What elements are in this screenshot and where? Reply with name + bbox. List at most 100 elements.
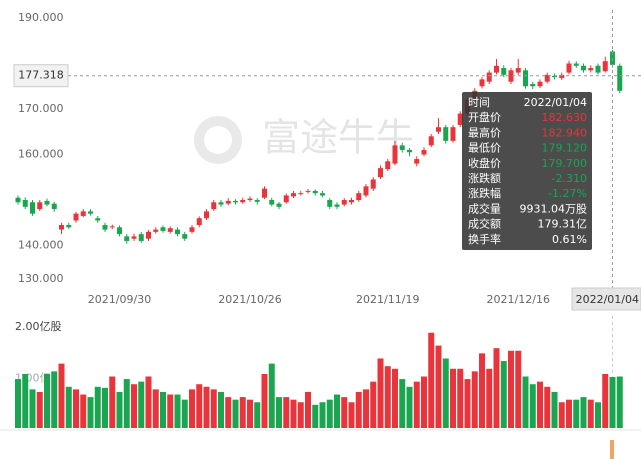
volume-bar — [247, 399, 253, 428]
x-tick-label: 2021/12/16 — [487, 293, 550, 306]
volume-bar — [167, 394, 174, 428]
volume-bar — [486, 368, 493, 428]
candle-body — [443, 127, 449, 141]
candle-body — [30, 202, 35, 214]
candle-body — [138, 234, 144, 241]
tooltip-label: 时间 — [468, 96, 490, 109]
volume-bar — [160, 391, 166, 428]
candle-body — [291, 193, 296, 197]
candle-body — [189, 227, 195, 232]
volume-bar — [529, 384, 536, 428]
volume-bar — [268, 363, 275, 428]
volume-bar — [65, 386, 72, 428]
volume-bar — [312, 404, 319, 428]
volume-bar — [218, 391, 224, 428]
volume-bar — [181, 399, 188, 428]
y-tick-label: 170.000 — [18, 102, 64, 115]
candle-body — [544, 74, 550, 82]
y-tick-label: 140.000 — [18, 239, 64, 252]
x-tick-label: 2021/11/19 — [356, 293, 419, 306]
candle-body — [225, 200, 231, 204]
candle-body — [530, 83, 536, 87]
candle-body — [581, 65, 586, 71]
tooltip-label: 最高价 — [468, 125, 501, 139]
candle-body — [73, 213, 79, 221]
volume-bar — [58, 363, 65, 428]
volume-bar — [479, 353, 485, 428]
candle-body — [305, 190, 311, 192]
candle-body — [146, 231, 151, 239]
volume-bar — [232, 399, 239, 428]
volume-bar — [239, 397, 246, 428]
candle-body — [175, 229, 180, 235]
volume-bar — [602, 373, 609, 428]
candle-body — [124, 236, 130, 241]
volume-bar — [435, 345, 442, 428]
candle-body — [479, 79, 485, 87]
volume-bar — [500, 361, 507, 428]
scroll-marker — [610, 440, 614, 459]
tooltip-box — [462, 92, 592, 250]
candle-body — [414, 159, 420, 164]
crosshair-label-box — [13, 64, 69, 88]
candle-body — [240, 200, 246, 203]
volume-bar — [587, 399, 594, 428]
candle-body — [349, 200, 354, 203]
candle-body — [617, 65, 623, 91]
volume-bar — [399, 379, 406, 428]
volume-bar — [334, 394, 340, 428]
candle-body — [117, 227, 122, 235]
candle-body — [51, 203, 57, 210]
candle-body — [262, 188, 267, 198]
volume-bar — [595, 402, 601, 428]
crosshair-label: 177.318 — [18, 69, 64, 82]
candle-body — [421, 149, 427, 155]
x-tick-label: 2021/10/26 — [218, 293, 281, 306]
candle-body — [334, 204, 340, 207]
volume-bar — [210, 389, 217, 428]
candle-body — [356, 193, 362, 200]
candle-body — [595, 65, 601, 73]
candle-body — [385, 161, 391, 170]
candle-body — [320, 193, 325, 196]
candle-body — [182, 234, 188, 239]
y-tick-label: 190.000 — [18, 11, 64, 24]
candle-body — [247, 198, 253, 200]
tooltip-value: 9931.04万股 — [520, 202, 588, 215]
tooltip-label: 收盘价 — [468, 156, 501, 170]
tooltip-label: 成交量 — [468, 201, 501, 215]
tooltip-value: 2022/01/04 — [524, 96, 587, 109]
x-tick-label: 2021/09/30 — [88, 293, 151, 306]
volume-bar — [406, 386, 413, 428]
candle-body — [37, 202, 43, 210]
volume-bar — [44, 373, 50, 428]
volume-bar — [254, 402, 261, 428]
volume-bar — [196, 384, 203, 428]
candle-body — [363, 186, 369, 196]
tooltip-label: 最低价 — [468, 142, 501, 155]
volume-bar — [109, 376, 116, 428]
candle-body — [327, 200, 333, 207]
volume-bar — [558, 402, 565, 428]
volume-tick-label: 2.00亿股 — [15, 320, 62, 333]
volume-bar — [515, 350, 522, 428]
volume-bar — [457, 368, 464, 428]
volume-bar — [319, 402, 326, 428]
volume-bar — [15, 379, 21, 428]
candle-body — [457, 113, 463, 125]
volume-bar — [355, 391, 362, 428]
volume-bar — [464, 379, 471, 428]
volume-bar — [493, 348, 500, 428]
candle-body — [559, 74, 565, 79]
candle-body — [573, 63, 579, 66]
candle-body — [494, 65, 499, 73]
tooltip: 时间 2022/01/04 开盘价 182.630 最高价 182.940 最低价 179.1… — [462, 92, 592, 250]
volume-bar — [377, 358, 384, 428]
candle-body — [312, 190, 318, 194]
tooltip-label: 涨跌幅 — [468, 186, 501, 200]
volume-bar — [616, 376, 623, 428]
candle-body — [211, 202, 217, 210]
volume-bar — [94, 386, 101, 428]
volume-bar — [145, 376, 152, 428]
